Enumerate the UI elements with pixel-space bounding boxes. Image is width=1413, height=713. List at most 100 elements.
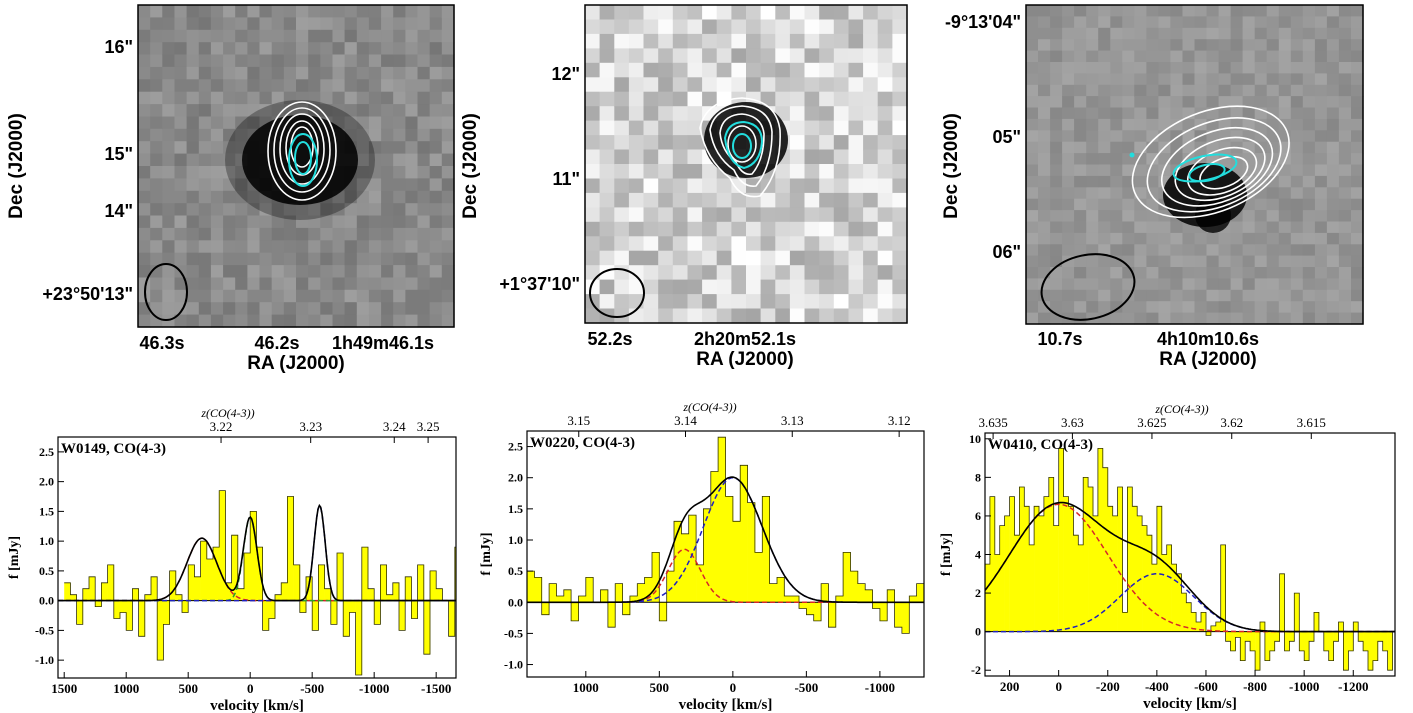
image-panel-1: Dec (J2000) 16" 15" 14" +23°50'13" 46 <box>6 4 455 374</box>
histogram-bar <box>281 582 288 601</box>
top-tick-label: 3.635 <box>978 415 1007 430</box>
histogram-bar <box>244 553 251 601</box>
image-1-beam <box>144 263 188 321</box>
histogram-bar <box>703 508 712 603</box>
histogram-bar <box>1024 506 1030 632</box>
fit-total <box>527 476 924 604</box>
histogram-bar <box>368 588 375 601</box>
histogram-bar <box>1240 631 1246 661</box>
spectrum-1-top-label: z(CO(4-3)) <box>200 406 254 420</box>
histogram-bar <box>1151 564 1158 632</box>
spectrum-panel-2: 1000 500 0 -500 -1000 -1.0 -0.5 0.0 0.5 1.0 1.5 2.0… <box>479 400 925 713</box>
histogram-bar <box>113 600 121 619</box>
histogram-bar <box>1127 487 1133 632</box>
ytick-label: 1.0 <box>39 534 54 548</box>
histogram-bar <box>732 521 741 603</box>
histogram-bar <box>1289 631 1295 642</box>
histogram-bar <box>399 600 406 631</box>
xtick-label: 0 <box>730 680 737 695</box>
image-2-ytick-1: 11" <box>552 169 580 189</box>
histogram-bar <box>607 602 616 628</box>
spectrum-3-plot-area <box>985 448 1395 671</box>
histogram-bar <box>872 602 881 609</box>
histogram-bar <box>563 589 572 603</box>
spectrum-2-frame <box>526 430 925 678</box>
histogram-bar <box>1353 622 1359 632</box>
histogram-bar <box>361 547 369 601</box>
histogram-bar <box>89 576 96 601</box>
histogram-bar <box>1343 631 1349 671</box>
spectrum-2-source-label: W0220, CO(4-3) <box>530 435 635 451</box>
histogram-bar <box>1210 625 1217 632</box>
histogram-bar <box>1112 515 1118 632</box>
image-1-xlabel: RA (J2000) <box>247 353 345 374</box>
histogram-bar <box>213 547 220 601</box>
histogram-bar <box>392 582 400 601</box>
histogram-bar <box>850 571 859 603</box>
ytick-label: -1.0 <box>35 653 54 667</box>
image-1-white-contours <box>267 101 337 201</box>
histogram-bar <box>1220 544 1226 632</box>
fit-total <box>58 503 456 602</box>
top-tick-label: 3.24 <box>383 419 406 434</box>
histogram-bar <box>268 600 276 619</box>
image-3-ytick-2: 06" <box>992 242 1021 262</box>
image-1-cyan-contours <box>288 133 318 187</box>
ytick-label: 8 <box>975 470 981 484</box>
histogram-bar <box>1328 631 1334 661</box>
histogram-bar <box>1358 631 1364 642</box>
top-tick-label: 3.625 <box>1137 415 1166 430</box>
histogram-bar <box>324 588 332 601</box>
histogram-bar <box>163 600 170 625</box>
image-1-ytick-3: +23°50'13" <box>42 284 133 304</box>
histogram-bar <box>578 596 587 603</box>
histogram-bar <box>534 577 543 603</box>
histogram-bar <box>835 596 844 603</box>
histogram-bar <box>200 541 208 601</box>
histogram-bar <box>1161 554 1167 632</box>
image-3-beam <box>1040 253 1136 321</box>
histogram-bar <box>985 564 991 632</box>
histogram-bar <box>828 602 837 628</box>
histogram-bar <box>1323 631 1329 651</box>
image-1-ytick-0: 16" <box>104 37 133 57</box>
spectrum-1-ylabel: f [mJy] <box>7 536 22 579</box>
spectrum-2-histogram <box>527 437 924 634</box>
image-3-xtick-0: 10.7s <box>1037 329 1082 349</box>
image-2-ytick-2: +1°37'10" <box>499 274 580 294</box>
spectrum-2-ylabel: f [mJy] <box>479 532 494 575</box>
histogram-bar <box>710 471 719 603</box>
spectrum-1-histogram <box>64 490 456 675</box>
image-2-ytick-0: 12" <box>551 64 580 84</box>
histogram-bar <box>585 577 594 603</box>
top-tick-label: 3.13 <box>781 413 804 428</box>
histogram-bar <box>1137 515 1143 632</box>
image-3-ytick-0: -9°13'04" <box>945 12 1021 32</box>
histogram-bar <box>405 576 412 601</box>
histogram-bar <box>622 602 631 615</box>
top-tick-label: 3.12 <box>888 413 911 428</box>
histogram-bar <box>1147 535 1153 632</box>
histogram-bar <box>144 594 152 601</box>
histogram-bar <box>1368 631 1374 671</box>
histogram-bar <box>275 594 282 601</box>
histogram-bar <box>1304 631 1310 661</box>
histogram-bar <box>386 594 394 601</box>
histogram-bar <box>688 515 697 603</box>
histogram-bar <box>1039 515 1045 632</box>
histogram-bar <box>901 602 910 634</box>
spectrum-3-top-label: z(CO(4-3)) <box>1154 402 1208 416</box>
xtick-label: 0 <box>247 681 254 696</box>
histogram-bar <box>1274 631 1280 642</box>
histogram-bar <box>1058 448 1064 632</box>
histogram-bar <box>1294 593 1300 632</box>
histogram-bar <box>1102 467 1108 632</box>
histogram-bar <box>999 525 1005 632</box>
histogram-bar <box>556 596 565 603</box>
ytick-label: 1.5 <box>508 502 523 516</box>
histogram-bar <box>600 589 609 603</box>
ytick-label: 0.5 <box>39 564 54 578</box>
image-3-ytick-1: 05" <box>992 127 1021 147</box>
image-3-white-contours <box>1131 105 1290 219</box>
histogram-bar <box>1043 496 1050 632</box>
